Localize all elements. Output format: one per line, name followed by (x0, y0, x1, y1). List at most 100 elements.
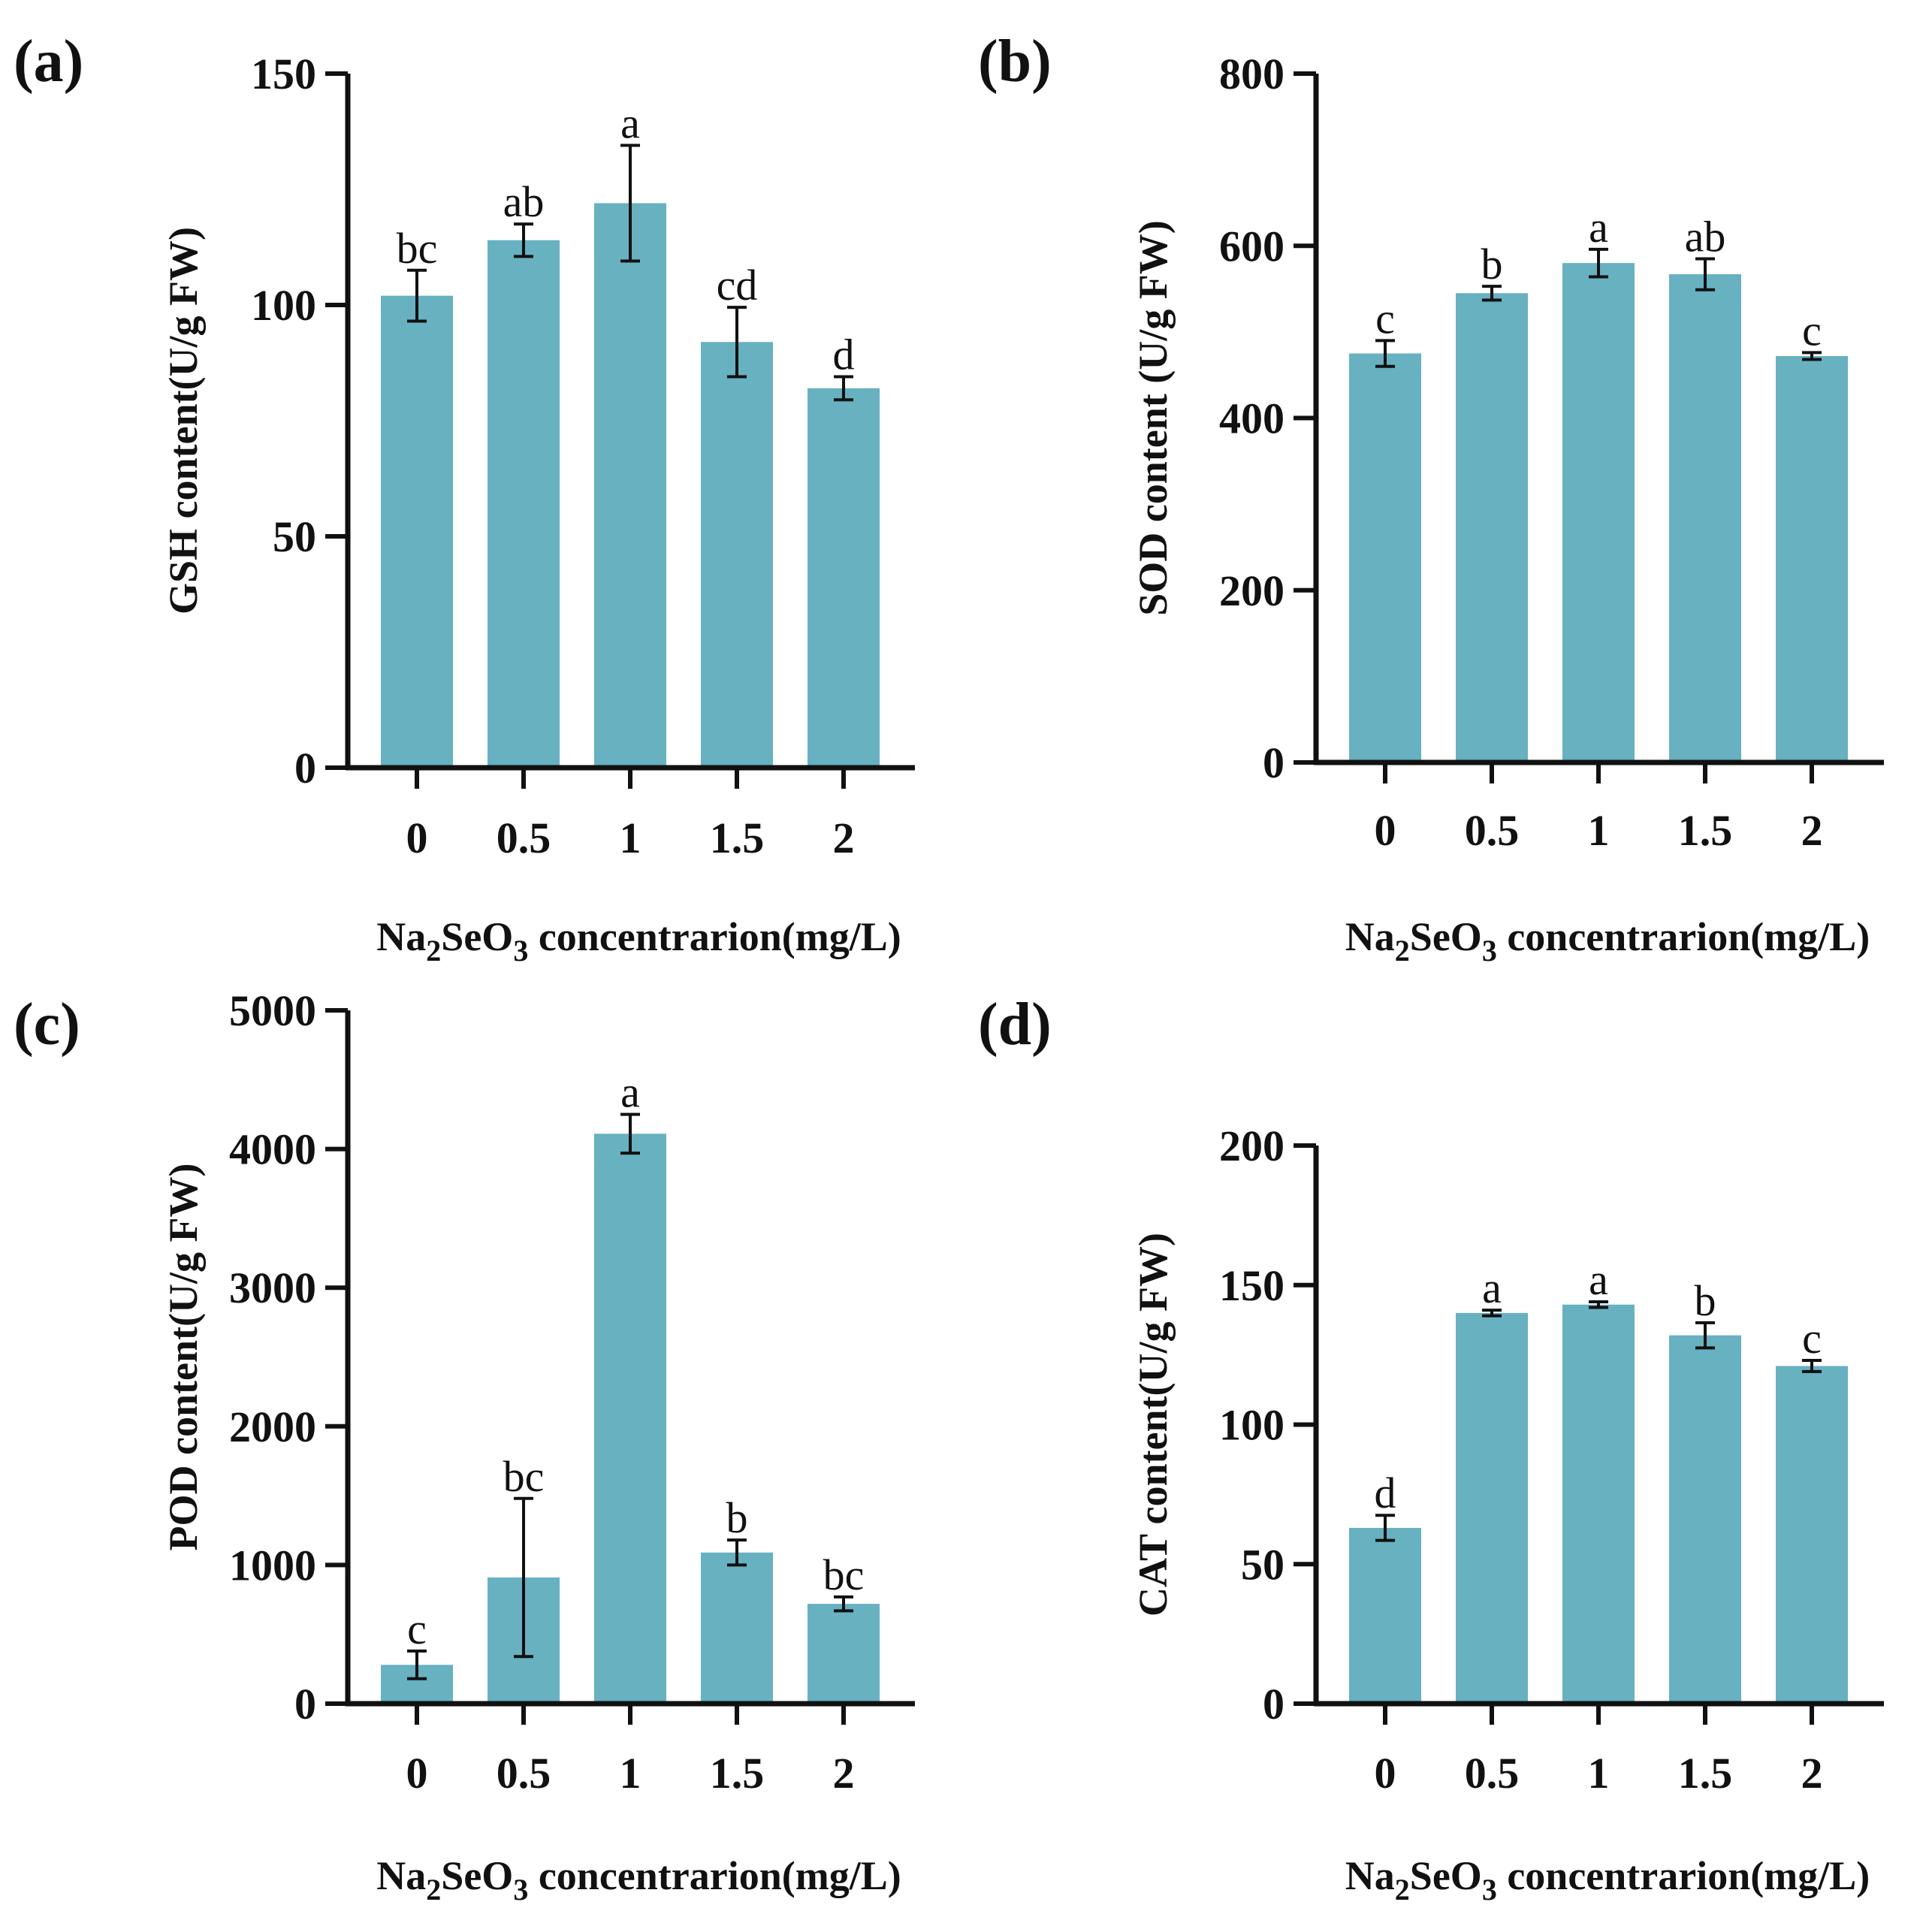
x-title-part: Na (376, 914, 426, 959)
chart-panel-2: (b) c 0 b 0.5 a 1 ab 1.5 c 2 0 200 400 600 800 SOD conte… (978, 29, 1884, 968)
significance-letter: ab (1685, 212, 1726, 261)
bar (1349, 353, 1421, 762)
x-tick-label: 0 (406, 1749, 428, 1798)
chart-panel-1: (a) bc 0 ab 0.5 a 1 cd 1.5 d 2 0 50 100 150 GSH content… (14, 29, 915, 968)
significance-letter: b (726, 1493, 748, 1542)
x-title-subscript: 3 (1482, 934, 1497, 968)
bar (1562, 1304, 1635, 1704)
significance-letter: d (1375, 1469, 1396, 1517)
chart-panel-4: (d) d 0 a 0.5 a 1 b 1.5 c 2 0 50 100 150 200 CAT content… (978, 992, 1884, 1906)
y-tick-label: 0 (1263, 1680, 1284, 1728)
x-title-part: Na (1345, 914, 1395, 959)
significance-letter: a (620, 98, 640, 147)
x-tick-label: 1.5 (1678, 1749, 1733, 1798)
x-title-part: concentrarion(mg/L) (1497, 1853, 1870, 1898)
bar (808, 1604, 880, 1704)
bar (594, 1134, 666, 1704)
significance-letter: c (1375, 294, 1395, 343)
significance-letter: bc (823, 1550, 865, 1599)
x-tick-label: 2 (1801, 1749, 1823, 1798)
bar (701, 342, 773, 768)
y-tick-label: 800 (1219, 50, 1284, 98)
x-tick-label: 2 (833, 1749, 855, 1798)
x-axis-title: Na2SeO3 concentrarion(mg/L) (376, 1853, 901, 1906)
bar (1669, 274, 1741, 762)
y-tick-label: 100 (251, 281, 316, 330)
x-axis-title: Na2SeO3 concentrarion(mg/L) (1345, 1853, 1870, 1906)
panel-label: (d) (978, 992, 1052, 1058)
significance-letter: a (1589, 203, 1608, 252)
bar (701, 1552, 773, 1704)
x-title-part: SeO (441, 914, 513, 959)
significance-letter: b (1481, 240, 1503, 288)
y-tick-label: 600 (1219, 222, 1284, 270)
significance-letter: a (1589, 1255, 1608, 1304)
x-tick-label: 0.5 (497, 814, 551, 862)
y-tick-label: 0 (294, 1680, 316, 1728)
x-tick-label: 1.5 (1678, 806, 1733, 855)
y-tick-label: 200 (1219, 1122, 1284, 1170)
x-title-part: concentrarion(mg/L) (1497, 914, 1870, 959)
y-tick-label: 400 (1219, 394, 1284, 443)
significance-letter: ab (503, 177, 545, 226)
bar (1456, 293, 1528, 762)
x-tick-label: 1 (1588, 806, 1610, 855)
significance-letter: a (620, 1067, 640, 1116)
x-axis-title: Na2SeO3 concentrarion(mg/L) (1345, 914, 1870, 968)
y-tick-label: 0 (294, 744, 316, 792)
significance-letter: cd (717, 261, 758, 309)
significance-letter: bc (397, 224, 438, 273)
bar (488, 240, 560, 768)
y-tick-label: 2000 (229, 1402, 316, 1451)
y-tick-label: 50 (1241, 1540, 1284, 1589)
bar (594, 203, 666, 768)
x-title-subscript: 2 (1395, 1873, 1410, 1906)
y-axis-title: CAT content(U/g FW) (1131, 1233, 1176, 1617)
x-tick-label: 1.5 (710, 1749, 765, 1798)
x-tick-label: 0 (1375, 1749, 1396, 1798)
y-axis-title: POD content(U/g FW) (161, 1164, 206, 1551)
bar (1349, 1527, 1421, 1704)
y-axis-title: GSH content(U/g FW) (161, 227, 206, 614)
y-tick-label: 150 (1219, 1261, 1284, 1310)
x-tick-label: 1 (620, 1749, 641, 1798)
x-title-subscript: 2 (1395, 934, 1410, 968)
x-title-subscript: 3 (513, 1873, 528, 1906)
x-title-part: concentrarion(mg/L) (528, 914, 901, 959)
y-tick-label: 0 (1263, 738, 1284, 787)
significance-letter: c (407, 1605, 427, 1653)
x-tick-label: 0 (406, 814, 428, 862)
x-title-part: concentrarion(mg/L) (528, 1853, 901, 1898)
y-tick-label: 5000 (229, 986, 316, 1035)
significance-letter: c (1802, 306, 1822, 355)
x-title-subscript: 3 (513, 934, 528, 968)
significance-letter: a (1482, 1263, 1502, 1312)
x-title-part: SeO (1410, 1853, 1482, 1898)
x-tick-label: 2 (833, 814, 855, 862)
x-title-subscript: 2 (426, 1873, 441, 1906)
significance-letter: bc (503, 1452, 545, 1501)
significance-letter: b (1695, 1276, 1716, 1325)
y-tick-label: 1000 (229, 1541, 316, 1589)
x-tick-label: 1 (1588, 1749, 1610, 1798)
bar (381, 295, 453, 768)
panel-label: (b) (978, 29, 1052, 95)
x-tick-label: 1 (620, 814, 641, 862)
bar (1562, 263, 1635, 762)
y-tick-label: 200 (1219, 566, 1284, 615)
x-title-part: SeO (441, 1853, 513, 1898)
significance-letter: d (833, 330, 855, 379)
x-tick-label: 2 (1801, 806, 1823, 855)
y-tick-label: 150 (251, 50, 316, 98)
x-tick-label: 0.5 (1465, 1749, 1520, 1798)
x-tick-label: 1.5 (710, 814, 765, 862)
panel-label: (c) (14, 992, 80, 1058)
x-axis-title: Na2SeO3 concentrarion(mg/L) (376, 914, 901, 968)
bar (1669, 1335, 1741, 1704)
significance-letter: c (1802, 1314, 1822, 1363)
x-tick-label: 0.5 (1465, 806, 1520, 855)
x-tick-label: 0.5 (497, 1749, 551, 1798)
bar (1776, 355, 1848, 763)
bar (808, 388, 880, 768)
